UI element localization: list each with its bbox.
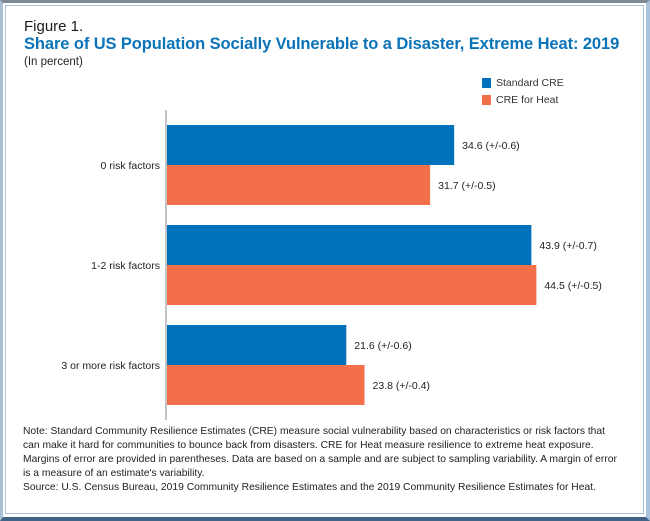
legend-swatch <box>482 77 491 88</box>
legend-swatch <box>482 94 491 105</box>
data-label: 23.8 (+/-0.4) <box>373 380 431 392</box>
bar-standard-cre <box>167 225 532 265</box>
figure-inner-border <box>5 5 644 514</box>
chart-note: Note: Standard Community Resilience Esti… <box>23 426 617 479</box>
bar-cre-for-heat <box>167 365 365 405</box>
data-label: 34.6 (+/-0.6) <box>462 140 520 152</box>
chart-source: Source: U.S. Census Bureau, 2019 Communi… <box>23 482 596 493</box>
legend: Standard CRE CRE for Heat <box>482 74 564 108</box>
data-label: 21.6 (+/-0.6) <box>354 340 412 352</box>
chart-title: Share of US Population Socially Vulnerab… <box>24 35 620 53</box>
legend-label: CRE for Heat <box>496 93 559 106</box>
legend-item-cre-for-heat: CRE for Heat <box>482 91 564 108</box>
bar-cre-for-heat <box>167 265 537 305</box>
category-label: 0 risk factors <box>100 160 160 172</box>
bar-standard-cre <box>167 125 455 165</box>
figure-label: Figure 1. <box>24 18 84 35</box>
bar-cre-for-heat <box>167 165 431 205</box>
legend-item-standard-cre: Standard CRE <box>482 74 564 91</box>
data-label: 44.5 (+/-0.5) <box>544 280 602 292</box>
bar-standard-cre <box>167 325 347 365</box>
data-label: 31.7 (+/-0.5) <box>438 180 496 192</box>
chart-subtitle: (In percent) <box>24 56 83 68</box>
category-label: 1-2 risk factors <box>91 260 160 272</box>
legend-label: Standard CRE <box>496 76 564 89</box>
category-label: 3 or more risk factors <box>61 360 160 372</box>
data-label: 43.9 (+/-0.7) <box>539 240 597 252</box>
